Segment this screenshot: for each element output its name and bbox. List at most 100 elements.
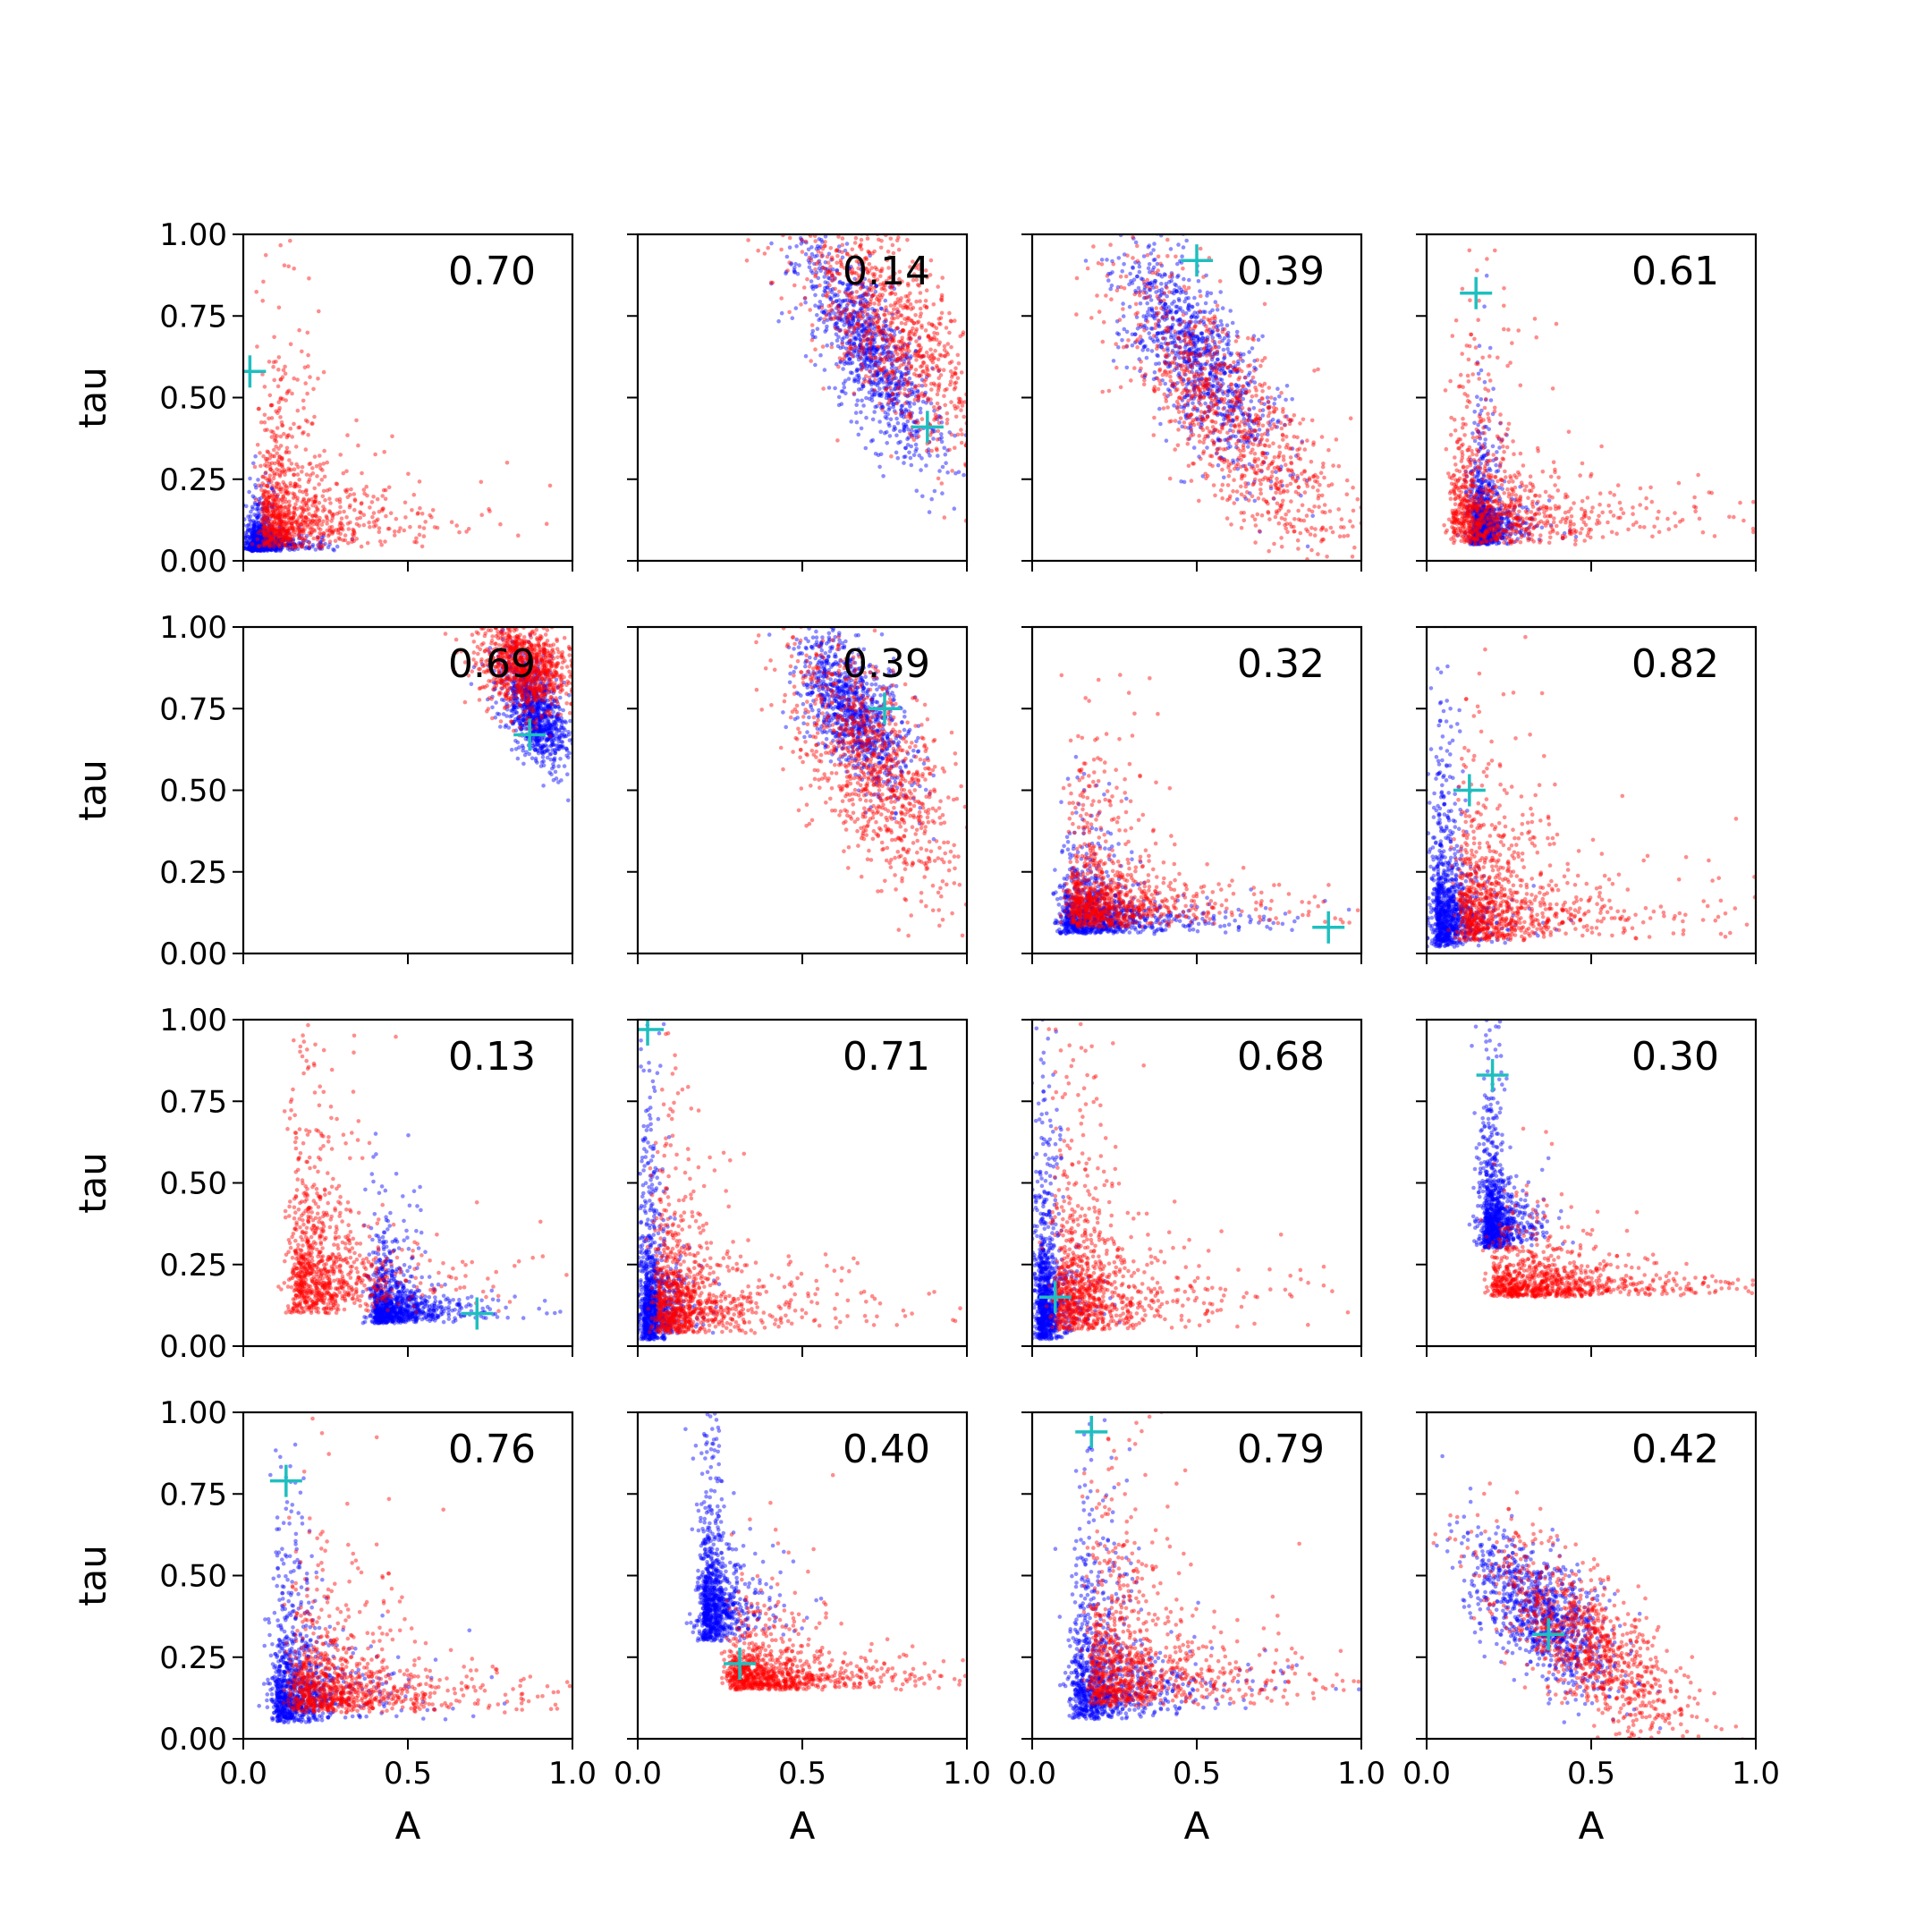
point [267,540,273,546]
point [881,326,886,331]
point [282,527,286,532]
point [1151,265,1157,270]
point [906,298,911,302]
point [1278,484,1284,488]
point [1214,394,1218,400]
point [258,539,263,545]
point [876,369,881,373]
point [919,355,924,360]
point [261,534,267,538]
point [260,538,266,544]
y-axis-label: tau [71,367,114,428]
point [929,336,934,342]
point [826,303,831,309]
point [266,530,270,535]
point [251,536,257,540]
point [868,301,873,307]
point [1296,485,1301,490]
point [255,543,260,548]
point [1285,489,1290,494]
point [270,538,275,543]
point [292,376,297,381]
point [893,359,898,363]
point [896,365,902,370]
point [261,543,267,547]
point [884,387,888,393]
point [928,381,934,386]
point [846,329,852,334]
point [1284,521,1289,526]
point [924,448,929,453]
point [1252,479,1257,484]
point [1181,377,1186,382]
point [892,396,897,402]
point [263,513,268,519]
point [268,540,273,546]
point [825,294,829,299]
point [865,301,870,306]
point [1200,335,1206,341]
point [1235,385,1240,390]
point [885,429,889,435]
point [898,347,902,352]
point [267,473,273,478]
point [843,328,848,334]
point [1202,322,1207,326]
point [847,322,852,327]
point [273,500,277,504]
point [251,537,257,542]
point [960,432,964,436]
point [252,541,257,547]
point [1231,408,1236,413]
point [273,503,277,507]
point [1197,337,1202,343]
point [1254,420,1259,426]
point [282,482,287,487]
point [1226,436,1232,440]
point [301,496,306,502]
point [254,539,259,544]
point [873,361,878,366]
point [358,510,362,514]
point [1274,490,1278,496]
point [275,538,280,543]
point [361,513,367,517]
point [891,404,895,410]
point [1165,316,1169,321]
point [840,299,845,304]
point [314,514,319,519]
point [847,312,852,317]
point [273,492,277,497]
point [259,540,265,545]
point [1168,392,1173,397]
point [277,454,282,459]
point [874,333,879,338]
point [275,538,281,544]
point [277,532,283,537]
point [1268,479,1274,484]
point [295,377,300,382]
point [274,529,279,534]
point [300,499,305,504]
point [929,448,934,453]
point [962,414,966,419]
point [305,522,310,528]
point [327,542,332,547]
point [1182,338,1187,343]
point [1210,354,1216,360]
point [953,372,958,377]
point [269,544,274,548]
point [916,350,920,354]
point [414,539,419,545]
point [266,543,270,547]
point [1239,511,1244,515]
point [865,269,870,275]
point [258,544,264,549]
point [896,235,901,240]
point [269,461,275,466]
point [860,324,864,329]
point [1225,388,1230,394]
point [833,275,837,281]
point [269,486,275,490]
point [859,323,864,328]
